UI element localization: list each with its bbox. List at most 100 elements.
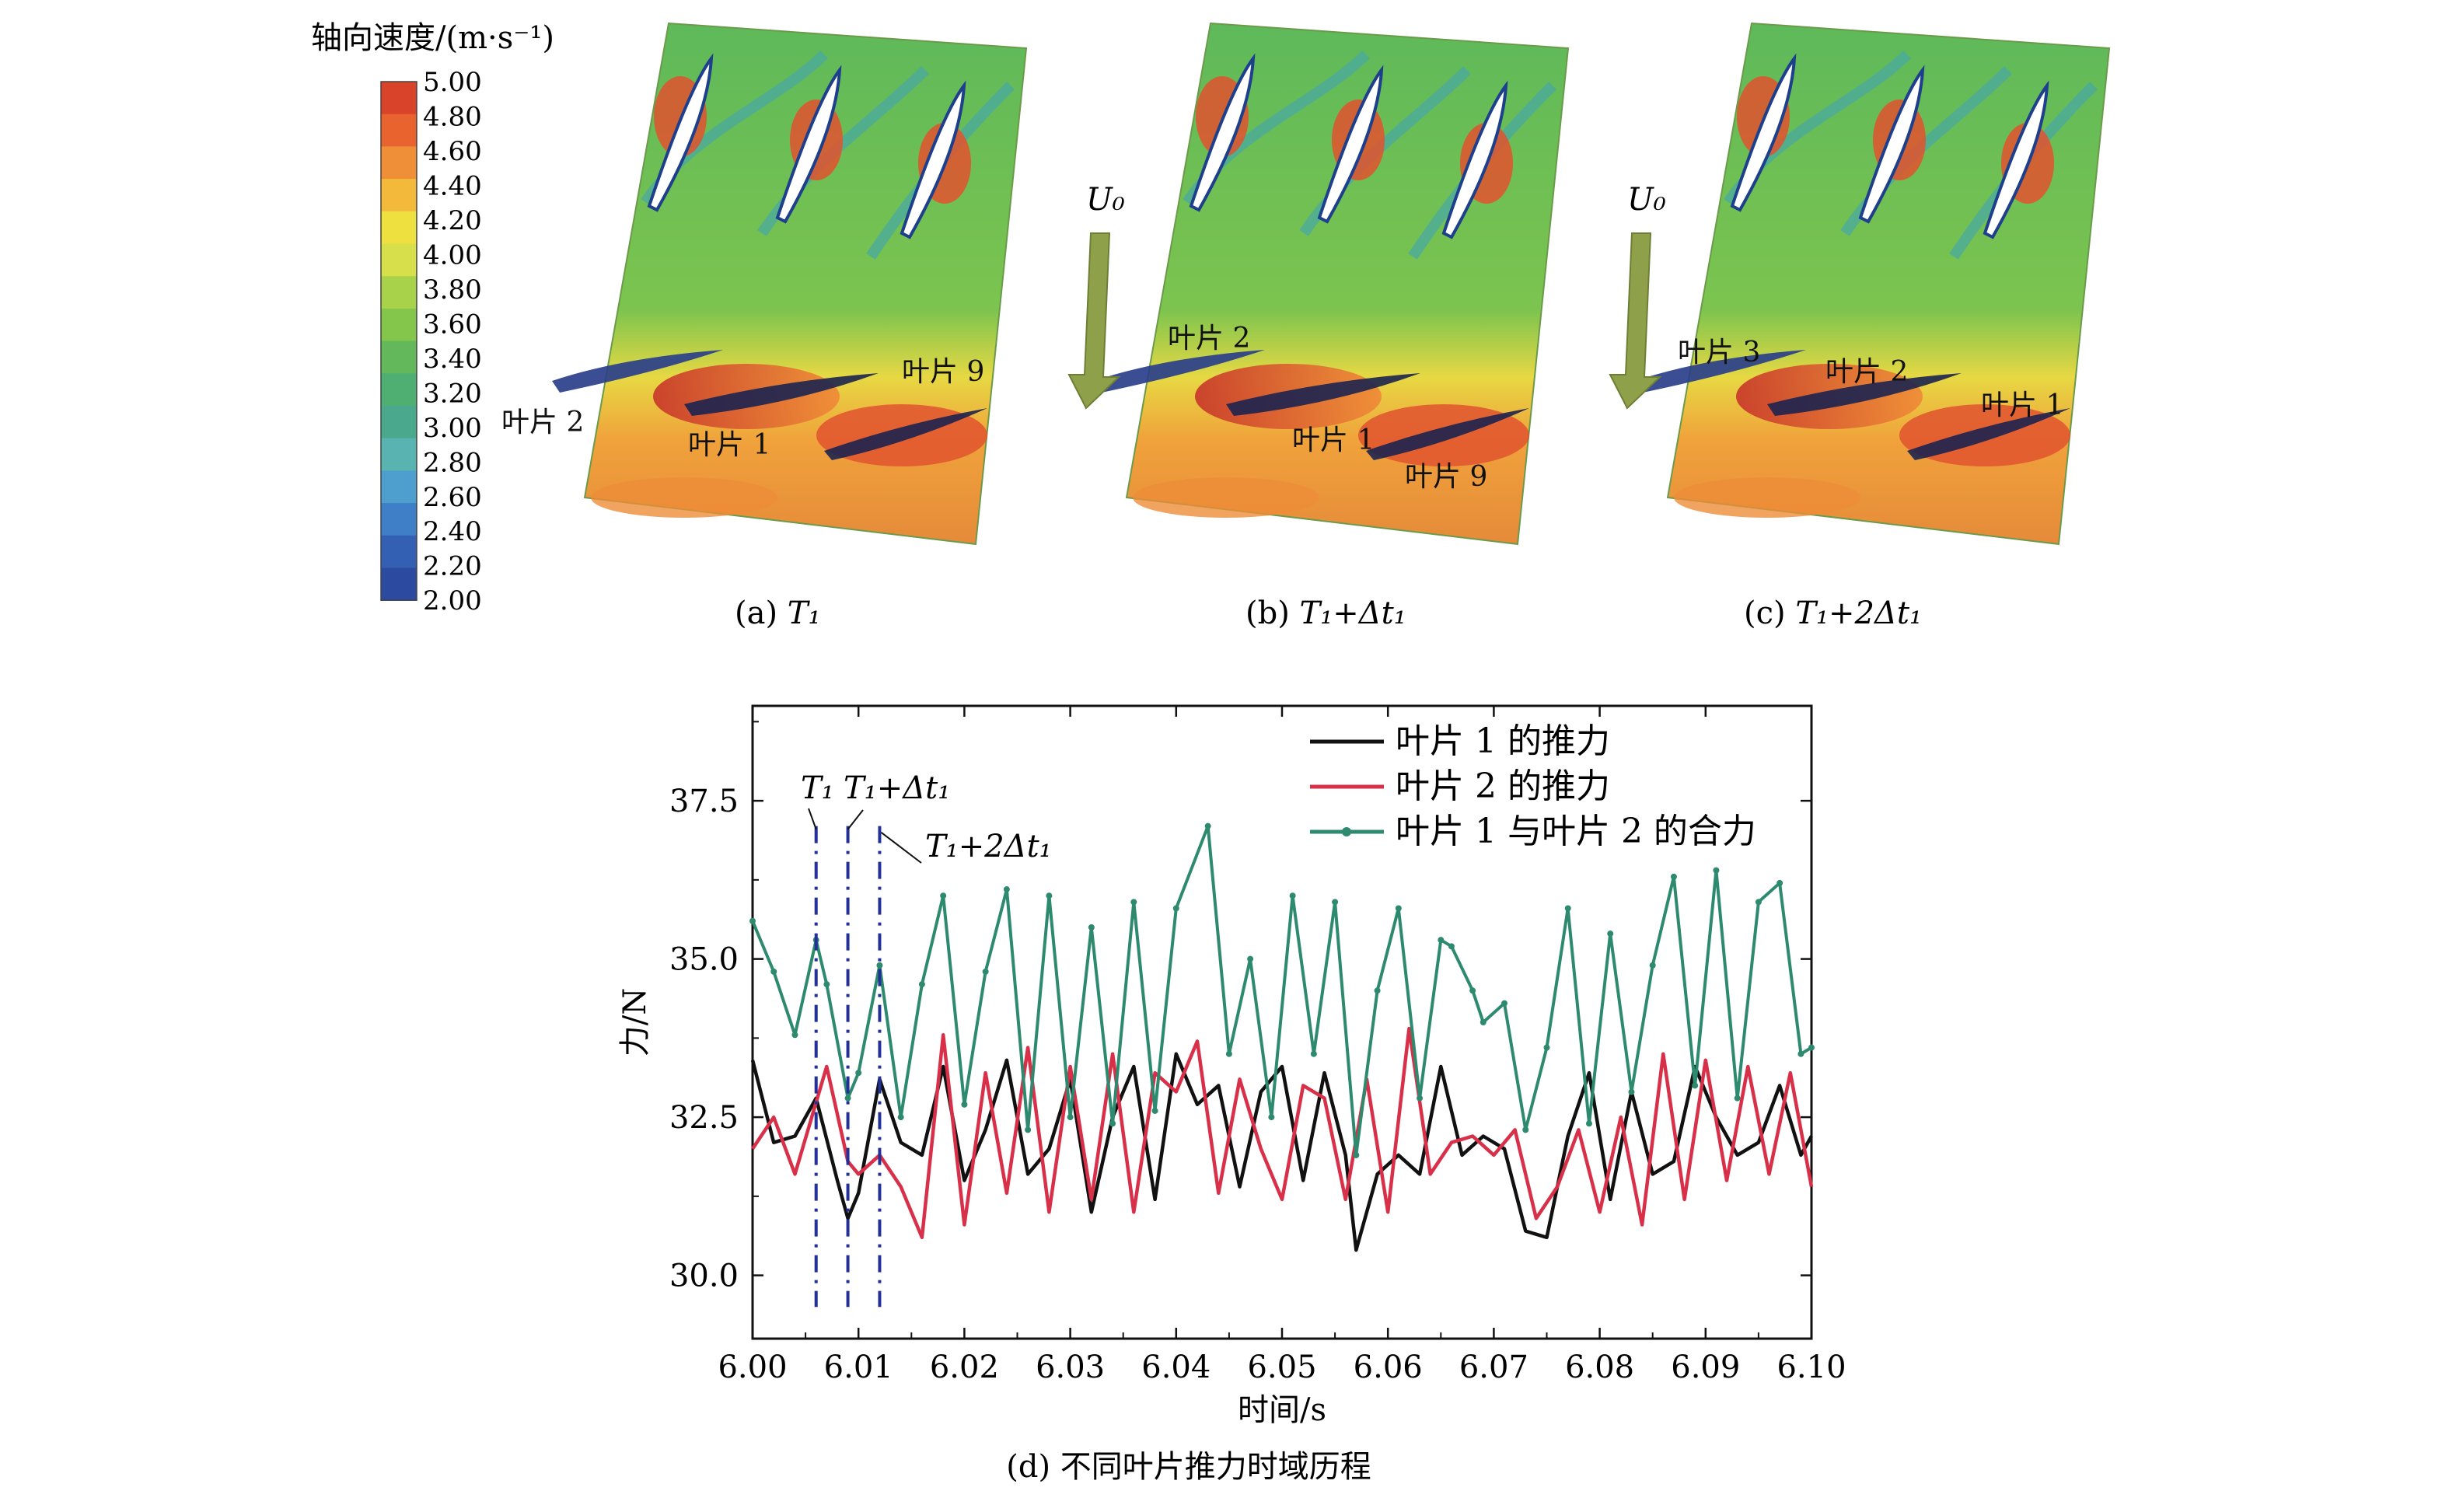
series-point <box>791 1032 798 1039</box>
x-tick-label: 6.04 <box>1141 1350 1211 1385</box>
series-point <box>1247 955 1254 962</box>
upper-blade <box>900 80 966 239</box>
series-point <box>982 968 989 975</box>
y-tick-label: 37.5 <box>669 784 739 819</box>
series-point <box>1776 879 1783 886</box>
series-line <box>751 1026 1814 1240</box>
series-point <box>1289 892 1296 899</box>
time-marker-label: T₁ <box>801 770 834 806</box>
series-point <box>1448 943 1455 950</box>
series-point <box>1151 1107 1158 1114</box>
lower-blade <box>684 373 879 416</box>
chart-title: (d) 不同叶片推力时域历程 <box>1006 1449 1371 1485</box>
colorbar-ticks: 5.004.80 4.604.40 4.204.003.803.60 3.403.20… <box>423 67 482 616</box>
colorbar-tick-label: 3.20 <box>423 378 482 409</box>
colorbar-tick-label: 2.00 <box>423 585 482 616</box>
series-point <box>1713 867 1720 874</box>
upper-blade <box>1189 53 1256 212</box>
colorbar-tick-label: 4.40 <box>423 170 482 201</box>
colorbar-swatch <box>381 535 417 568</box>
colorbar-swatch <box>381 276 417 309</box>
series-point <box>1808 1044 1815 1051</box>
series-point <box>1374 987 1381 994</box>
arrow-shape <box>1609 232 1662 410</box>
lower-blade <box>1635 350 1806 393</box>
upper-blade <box>1441 80 1508 239</box>
legend-label: 叶片 2 的推力 <box>1396 766 1610 806</box>
series-point <box>1670 873 1677 880</box>
series-point <box>1395 905 1402 912</box>
caption-time: T₁+2Δt₁ <box>1795 595 1922 631</box>
velocity-label: U₀ <box>1627 182 1666 218</box>
series-point <box>1046 892 1053 899</box>
contour-panel-b: 叶片 2 叶片 1 叶片 9 U₀ (b) T₁+Δt₁ <box>1067 22 1570 631</box>
x-tick-label: 6.02 <box>930 1350 999 1385</box>
velocity-arrow <box>1609 232 1662 410</box>
upper-blade <box>775 65 842 224</box>
colorbar-swatch <box>381 82 417 115</box>
colorbar-swatch <box>381 373 417 407</box>
series-point <box>749 917 756 924</box>
lower-blade <box>824 408 987 460</box>
x-tick-label: 6.01 <box>824 1350 893 1385</box>
velocity-label: U₀ <box>1086 182 1125 218</box>
colorbar-swatch <box>381 211 417 244</box>
caption-time: T₁+Δt₁ <box>1300 595 1406 631</box>
series-point <box>823 981 830 988</box>
series-point <box>918 981 925 988</box>
lower-blade <box>1094 350 1265 393</box>
series-point <box>1628 1088 1635 1095</box>
series-point <box>1543 1044 1550 1051</box>
series-point <box>844 1095 851 1102</box>
series-point <box>1607 931 1614 938</box>
series-2 <box>751 1026 1814 1240</box>
upper-blade <box>1730 53 1797 212</box>
colorbar-swatch <box>381 567 417 601</box>
upper-blade <box>1317 65 1384 224</box>
contour-panels: 叶片 2 叶片 1 叶片 9 (a) T₁ 叶片 2 叶片 1 叶片 9 U₀ (b) T₁+Δ… <box>501 22 2111 631</box>
colorbar-tick-label: 2.40 <box>423 516 482 547</box>
series-3 <box>749 822 1815 1158</box>
lower-warm-region <box>1674 477 1860 518</box>
series-point <box>1067 1114 1074 1121</box>
colorbar-tick-label: 3.00 <box>423 413 482 444</box>
series-point <box>1225 1050 1232 1057</box>
colorbar-swatch <box>381 113 417 147</box>
series-point <box>1025 1126 1032 1133</box>
x-tick-label: 6.03 <box>1036 1350 1105 1385</box>
series-point <box>1332 899 1339 906</box>
thrust-line-chart: 6.00 6.01 6.02 6.03 6.04 6.05 6.06 6.07 6.08 6.09… <box>617 704 1846 1485</box>
colorbar-swatch <box>381 503 417 536</box>
panel-caption: (a) T₁ <box>735 595 821 631</box>
lower-blade <box>552 350 723 393</box>
x-tick-label: 6.10 <box>1776 1350 1846 1385</box>
x-axis-label: 时间/s <box>1238 1392 1326 1428</box>
series-point <box>1480 1019 1487 1025</box>
legend-marker <box>1342 827 1351 836</box>
x-tick-label: 6.00 <box>718 1350 787 1385</box>
colorbar-tick-label: 4.20 <box>423 205 482 236</box>
time-marker-leader <box>880 832 922 864</box>
series-point <box>876 962 883 969</box>
series-point <box>1268 1114 1275 1121</box>
x-tick-label: 6.09 <box>1671 1350 1740 1385</box>
colorbar-frame <box>380 81 417 601</box>
colorbar-swatch <box>381 146 417 180</box>
contour-panel-c: 叶片 3 叶片 2 叶片 1 U₀ (c) T₁+2Δt₁ <box>1609 22 2111 631</box>
legend-label: 叶片 1 与叶片 2 的合力 <box>1396 812 1756 851</box>
colorbar-tick-label: 5.00 <box>423 67 482 98</box>
blade-label: 叶片 9 <box>902 356 984 388</box>
lower-warm-region <box>591 477 777 518</box>
lower-warm-region <box>1133 477 1319 518</box>
series-point <box>940 892 947 899</box>
panel-caption: (b) T₁+Δt₁ <box>1245 595 1406 631</box>
series-point <box>1522 1126 1529 1133</box>
series-point <box>1564 905 1571 912</box>
blade-label: 叶片 1 <box>1292 424 1375 456</box>
x-tick-label: 6.07 <box>1459 1350 1528 1385</box>
series-point <box>1501 1000 1508 1007</box>
series-point <box>1417 1095 1424 1102</box>
colorbar-tick-label: 2.60 <box>423 482 482 513</box>
